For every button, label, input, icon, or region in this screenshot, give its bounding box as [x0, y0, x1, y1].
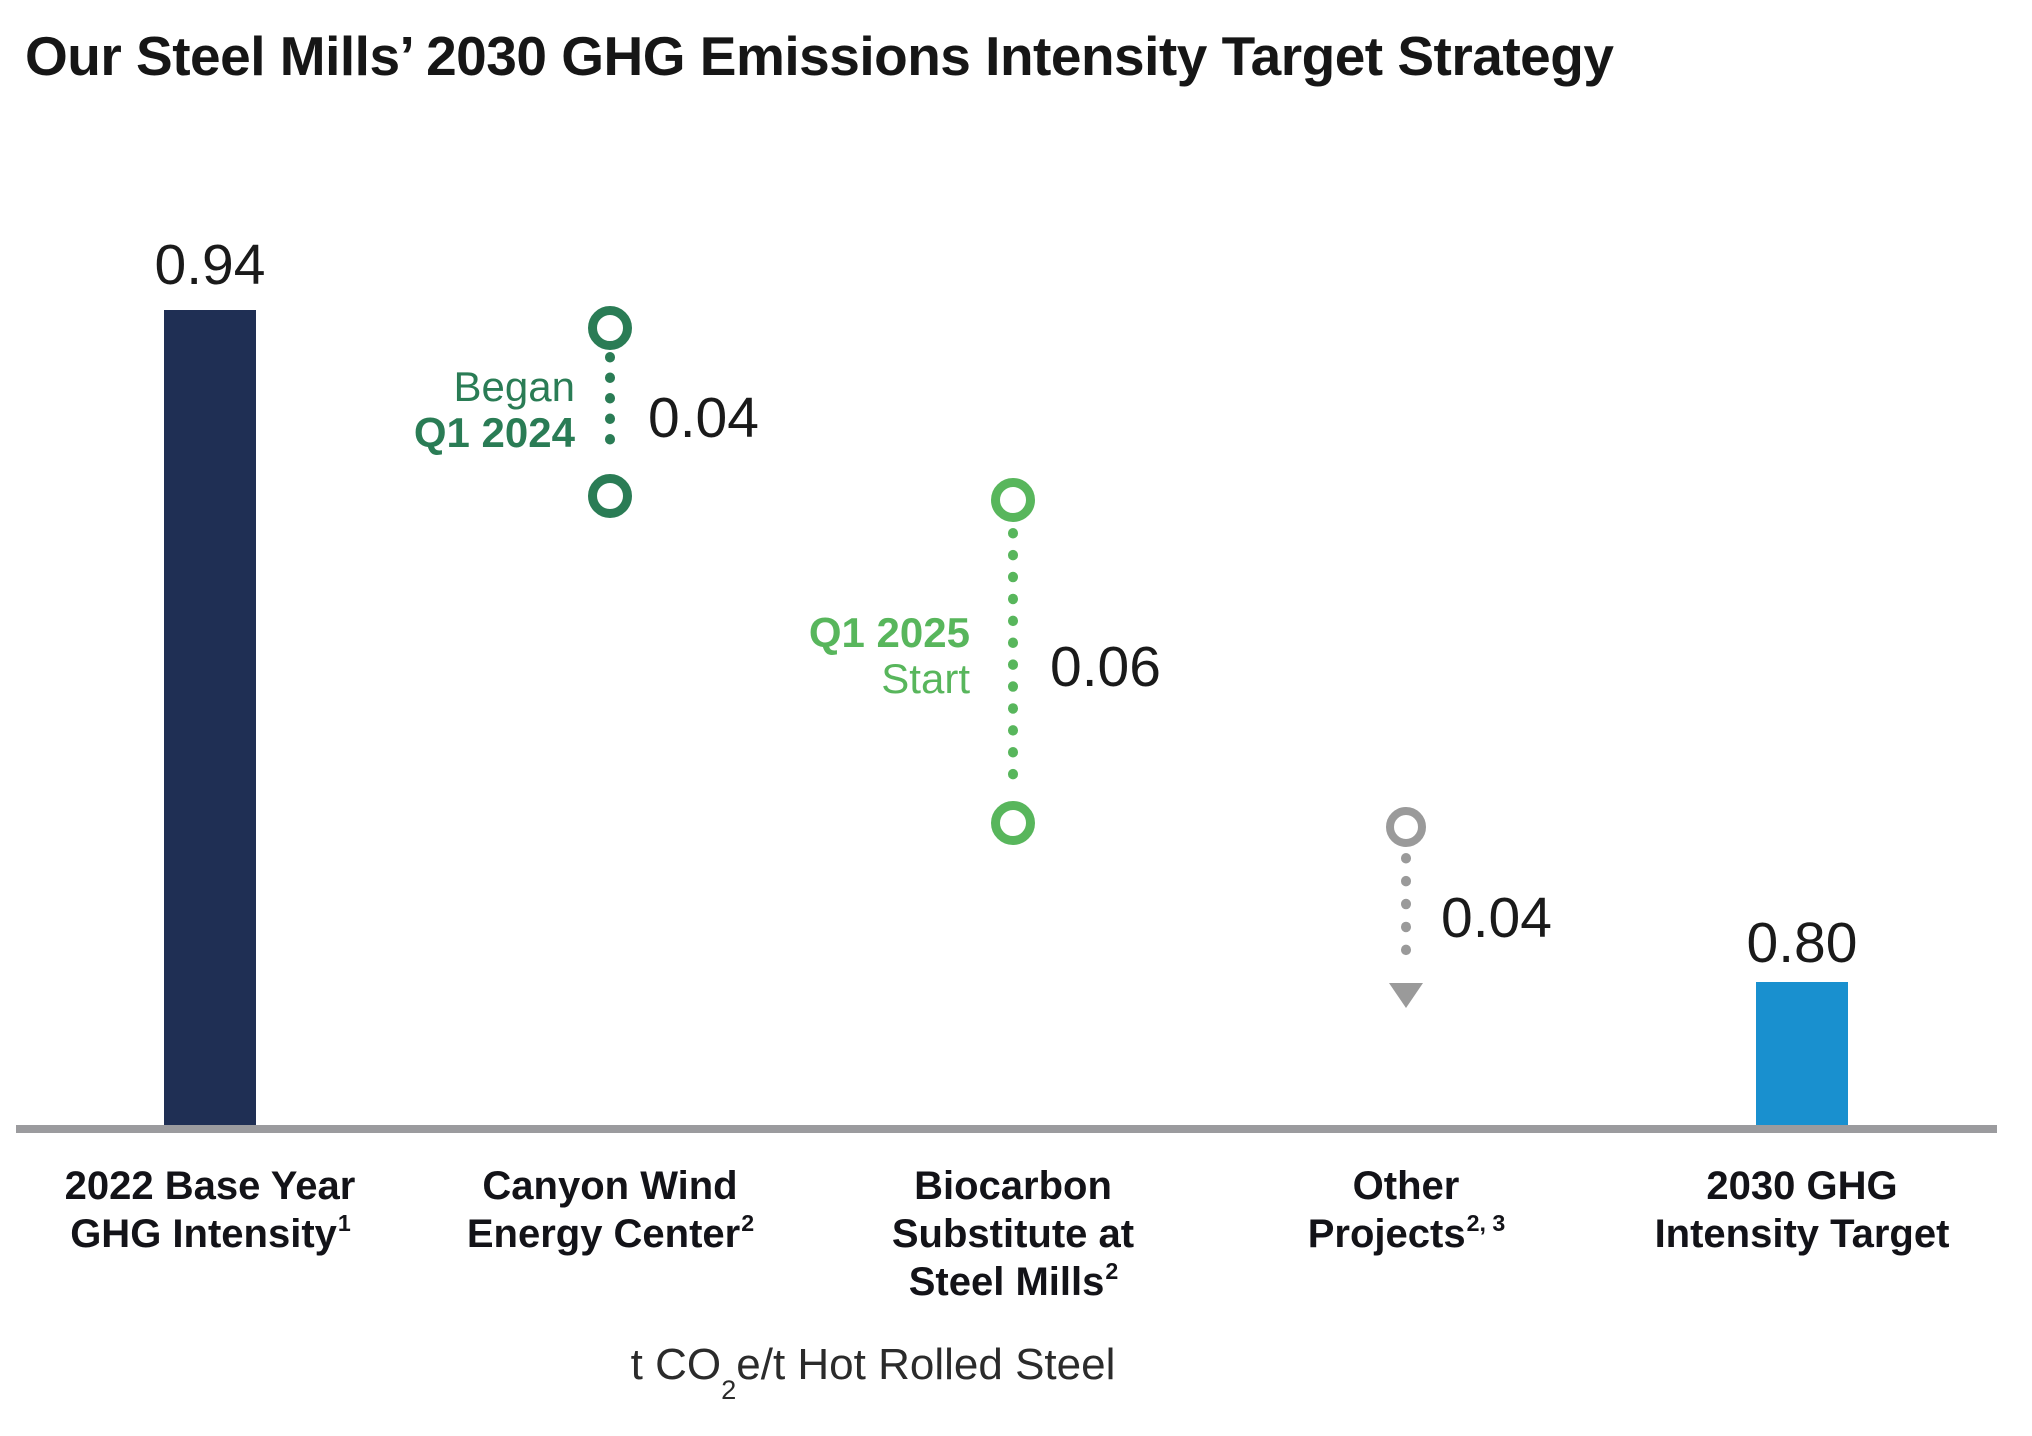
category-line: GHG Intensity [70, 1212, 337, 1256]
axis-unit-caption: t CO2e/t Hot Rolled Steel [473, 1340, 1273, 1405]
category-line: Intensity Target [1654, 1212, 1950, 1256]
category-canyon-wind: Canyon Wind Energy Center2 [290, 1162, 930, 1258]
category-biocarbon: Biocarbon Substitute at Steel Mills2 [693, 1162, 1333, 1306]
footnote-marker: 2, 3 [1466, 1209, 1506, 1236]
x-axis-baseline [16, 1125, 1997, 1133]
footnote-marker: 2 [1105, 1257, 1119, 1284]
footnote-marker: 1 [337, 1209, 351, 1236]
circle-marker-icon [991, 478, 1035, 522]
bar-2022-base-year [164, 310, 256, 1125]
circle-marker-icon [991, 801, 1035, 845]
biocarbon-connector-icon [991, 478, 1035, 845]
category-line: Steel Mills [908, 1260, 1105, 1304]
biocarbon-annotation-line2: Start [881, 655, 970, 703]
other-projects-connector-icon [1386, 807, 1426, 1008]
category-line: Canyon Wind [482, 1164, 738, 1208]
category-2022-base-year: 2022 Base Year GHG Intensity1 [0, 1162, 530, 1258]
canyon-wind-connector-icon [588, 306, 632, 518]
arrow-down-icon [1389, 983, 1423, 1008]
chart-title: Our Steel Mills’ 2030 GHG Emissions Inte… [25, 25, 1614, 87]
caption-subscript: 2 [721, 1373, 737, 1405]
category-line: Projects [1307, 1212, 1466, 1256]
bar-2030-target [1756, 982, 1848, 1125]
caption-text: e/t Hot Rolled Steel [736, 1340, 1116, 1389]
category-line: Energy Center [466, 1212, 741, 1256]
caption-text: t CO [630, 1340, 722, 1389]
circle-marker-icon [588, 306, 632, 350]
value-other: 0.04 [1441, 886, 1552, 950]
value-target: 0.80 [1746, 911, 1858, 975]
category-other-projects: Other Projects2, 3 [1086, 1162, 1726, 1258]
value-biocarbon: 0.06 [1050, 635, 1161, 699]
value-canyon: 0.04 [648, 386, 759, 450]
canyon-annotation-line1: Began [453, 363, 575, 410]
circle-marker-icon [588, 474, 632, 518]
category-2030-target: 2030 GHG Intensity Target [1482, 1162, 2032, 1258]
category-line: Substitute at [891, 1212, 1135, 1256]
value-base: 0.94 [154, 233, 266, 297]
circle-marker-icon [1386, 807, 1426, 847]
category-line: Other [1352, 1164, 1460, 1208]
category-line: Biocarbon [914, 1164, 1112, 1208]
category-line: 2030 GHG [1706, 1164, 1898, 1208]
canyon-annotation: Began Q1 2024 [413, 363, 575, 457]
footnote-marker: 2 [741, 1209, 755, 1236]
biocarbon-annotation-line1: Q1 2025 [808, 609, 970, 656]
biocarbon-annotation: Q1 2025 Start [808, 609, 970, 703]
canyon-annotation-line2: Q1 2024 [413, 409, 575, 457]
category-line: 2022 Base Year [64, 1164, 356, 1208]
